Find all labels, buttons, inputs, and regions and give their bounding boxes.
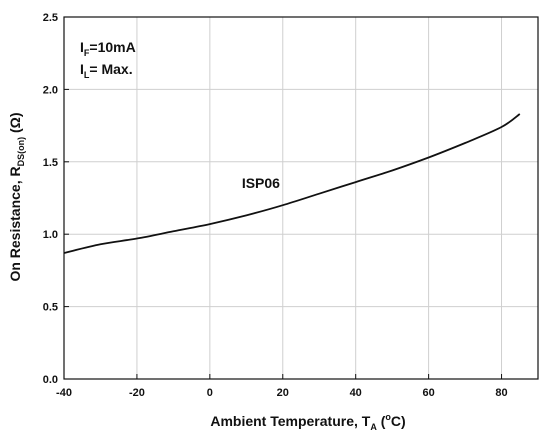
y-tick-label: 1.0 <box>43 229 58 241</box>
x-tick-label: 0 <box>207 387 213 399</box>
x-axis-ticks: -40 -20 0 20 40 60 80 <box>56 374 508 399</box>
y-tick-label: 2.5 <box>43 12 58 24</box>
y-axis-ticks: 0.0 0.5 1.0 1.5 2.0 2.5 <box>43 12 69 386</box>
condition-if: IF=10mA <box>80 39 136 58</box>
x-tick-label: -20 <box>129 387 145 399</box>
grid <box>63 16 538 380</box>
x-tick-label: 20 <box>277 387 289 399</box>
y-tick-label: 0.0 <box>43 374 58 386</box>
x-axis-label: Ambient Temperature, TA (oC) <box>210 412 405 432</box>
x-tick-label: 40 <box>350 387 362 399</box>
x-tick-label: 80 <box>495 387 507 399</box>
y-tick-label: 1.5 <box>43 157 58 169</box>
plot-frame <box>63 16 539 380</box>
series-layer: ISP06 <box>63 113 521 254</box>
x-tick-label: -40 <box>56 387 72 399</box>
y-axis-label: On Resistance, RDS(on) (Ω) <box>7 112 26 281</box>
series-line-isp06 <box>63 113 521 254</box>
series-label: ISP06 <box>242 175 280 191</box>
condition-il: IL= Max. <box>80 61 133 80</box>
y-tick-label: 2.0 <box>43 84 58 96</box>
x-tick-label: 60 <box>422 387 434 399</box>
y-tick-label: 0.5 <box>43 302 58 314</box>
